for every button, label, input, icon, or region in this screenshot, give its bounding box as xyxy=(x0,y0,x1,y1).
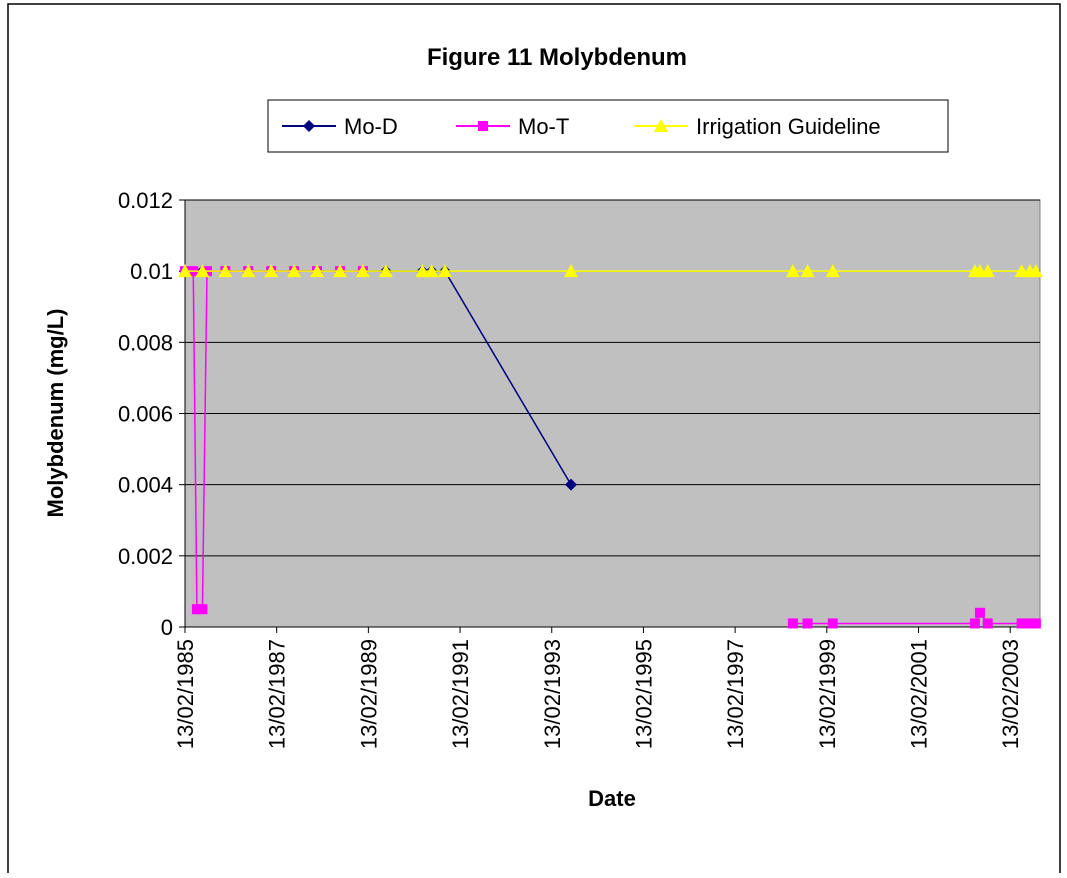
x-tick-label: 13/02/1999 xyxy=(815,639,840,749)
x-tick-label: 13/02/1987 xyxy=(265,639,290,749)
y-tick-label: 0.012 xyxy=(118,188,173,213)
chart-title: Figure 11 Molybdenum xyxy=(427,44,687,71)
data-point xyxy=(332,264,347,278)
x-tick-label: 13/02/2001 xyxy=(907,639,932,749)
y-tick-label: 0.004 xyxy=(118,473,173,498)
data-point xyxy=(825,264,840,278)
data-point xyxy=(787,618,798,629)
data-point xyxy=(974,607,985,618)
data-point xyxy=(565,478,578,491)
data-point xyxy=(241,264,256,278)
y-tick-label: 0.002 xyxy=(118,544,173,569)
legend-marker xyxy=(478,121,488,131)
data-point xyxy=(800,264,815,278)
data-point xyxy=(969,618,980,629)
x-tick-label: 13/02/1993 xyxy=(540,639,565,749)
y-tick-label: 0.01 xyxy=(130,259,173,284)
legend-marker xyxy=(654,119,668,132)
legend-marker xyxy=(303,120,315,132)
data-point xyxy=(218,264,233,278)
x-tick-label: 13/02/1985 xyxy=(173,639,198,749)
legend-label: Irrigation Guideline xyxy=(696,114,881,139)
data-point xyxy=(355,264,370,278)
data-point xyxy=(1016,618,1027,629)
data-point xyxy=(191,604,202,615)
data-point xyxy=(802,618,813,629)
x-axis-label: Date xyxy=(588,786,636,811)
y-tick-label: 0.008 xyxy=(118,330,173,355)
data-point xyxy=(178,264,192,278)
data-point xyxy=(195,264,210,278)
y-tick-label: 0 xyxy=(161,615,173,640)
x-tick-label: 13/02/2003 xyxy=(998,639,1023,749)
data-point xyxy=(415,264,430,278)
data-point xyxy=(980,264,995,278)
data-point xyxy=(785,264,800,278)
data-point xyxy=(197,604,208,615)
x-tick-label: 13/02/1997 xyxy=(723,639,748,749)
data-point xyxy=(564,264,579,278)
data-point xyxy=(827,618,838,629)
data-point xyxy=(310,264,325,278)
legend-label: Mo-T xyxy=(518,114,569,139)
x-tick-label: 13/02/1989 xyxy=(356,639,381,749)
y-axis-label: Molybdenum (mg/L) xyxy=(43,309,68,518)
legend-label: Mo-D xyxy=(344,114,398,139)
data-point xyxy=(1024,618,1035,629)
data-point xyxy=(378,264,393,278)
data-point xyxy=(264,264,279,278)
x-tick-label: 13/02/1995 xyxy=(631,639,656,749)
data-point xyxy=(1030,618,1041,629)
y-tick-label: 0.006 xyxy=(118,402,173,427)
data-point xyxy=(287,264,302,278)
legend-box xyxy=(267,99,949,153)
x-tick-label: 13/02/1991 xyxy=(448,639,473,749)
data-point xyxy=(982,618,993,629)
data-point xyxy=(424,264,439,278)
data-point xyxy=(437,264,452,278)
data-point xyxy=(1028,264,1043,278)
